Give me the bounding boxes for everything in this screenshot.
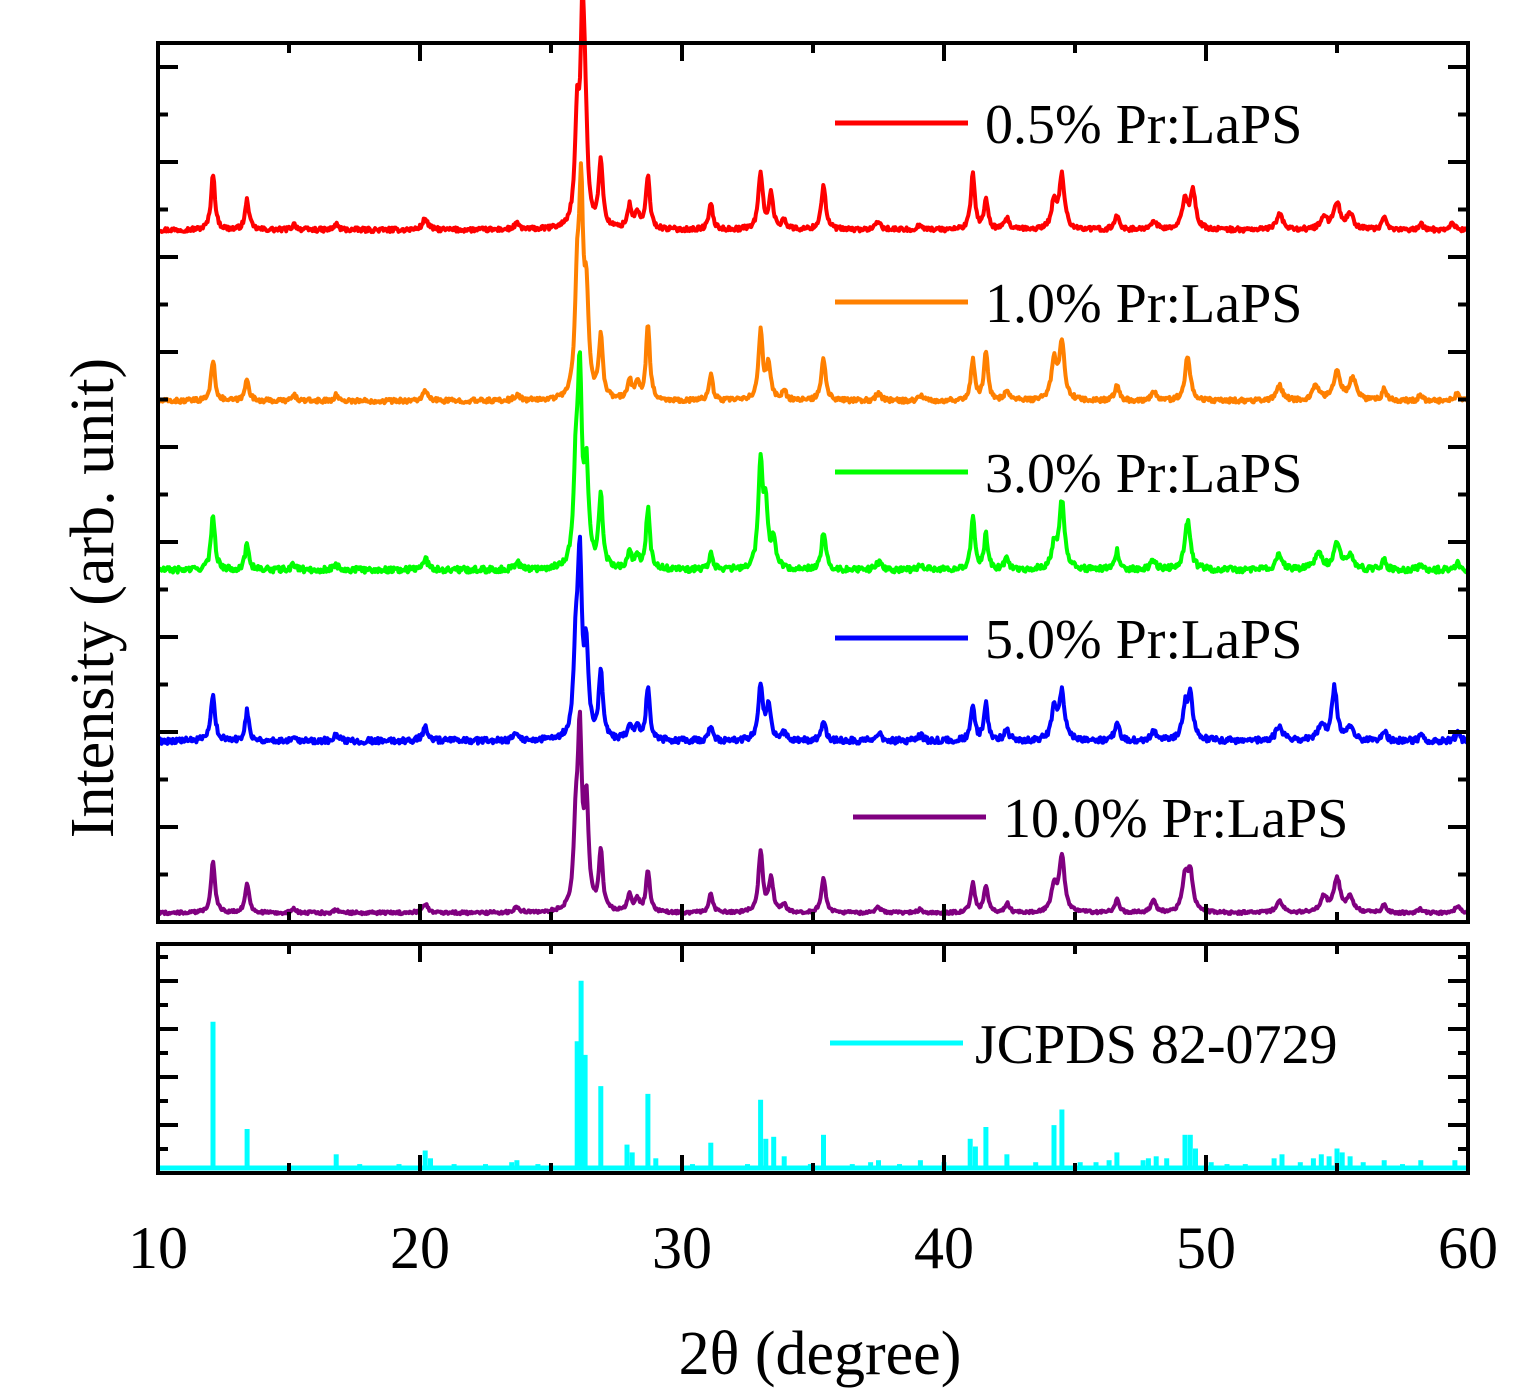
legend-label-10-0-pr-laps: 10.0% Pr:LaPS [1003,788,1348,850]
experimental-traces [156,0,1470,917]
x-tick-label: 10 [128,1215,188,1281]
legend-label-3-0-pr-laps: 3.0% Pr:LaPS [985,443,1302,505]
x-tick-label: 30 [652,1215,712,1281]
y-axis-title: Intensity (arb. unit) [59,358,127,838]
x-tick-labels: 10 20 30 40 50 60 [128,1215,1498,1281]
legend-label-0-5-pr-laps: 0.5% Pr:LaPS [985,94,1302,156]
trace-5-0-pr-laps [156,534,1470,746]
x-tick-label: 50 [1176,1215,1236,1281]
x-tick-label: 20 [390,1215,450,1281]
trace-0-5-pr-laps [156,0,1470,234]
legend: 0.5% Pr:LaPS 1.0% Pr:LaPS 3.0% Pr:LaPS 5.0%… [830,94,1348,1076]
trace-1-0-pr-laps [156,161,1470,406]
axis-ticks [156,43,1470,1175]
trace-10-0-pr-laps [156,709,1470,917]
x-tick-label: 60 [1438,1215,1498,1281]
legend-label-1-0-pr-laps: 1.0% Pr:LaPS [985,273,1302,335]
x-axis-title: 2θ (degree) [679,1320,962,1388]
legend-label-5-0-pr-laps: 5.0% Pr:LaPS [985,609,1302,671]
legend-label-jcpds-82-0729: JCPDS 82-0729 [975,1014,1338,1076]
x-tick-label: 40 [914,1215,974,1281]
trace-3-0-pr-laps [156,350,1470,575]
